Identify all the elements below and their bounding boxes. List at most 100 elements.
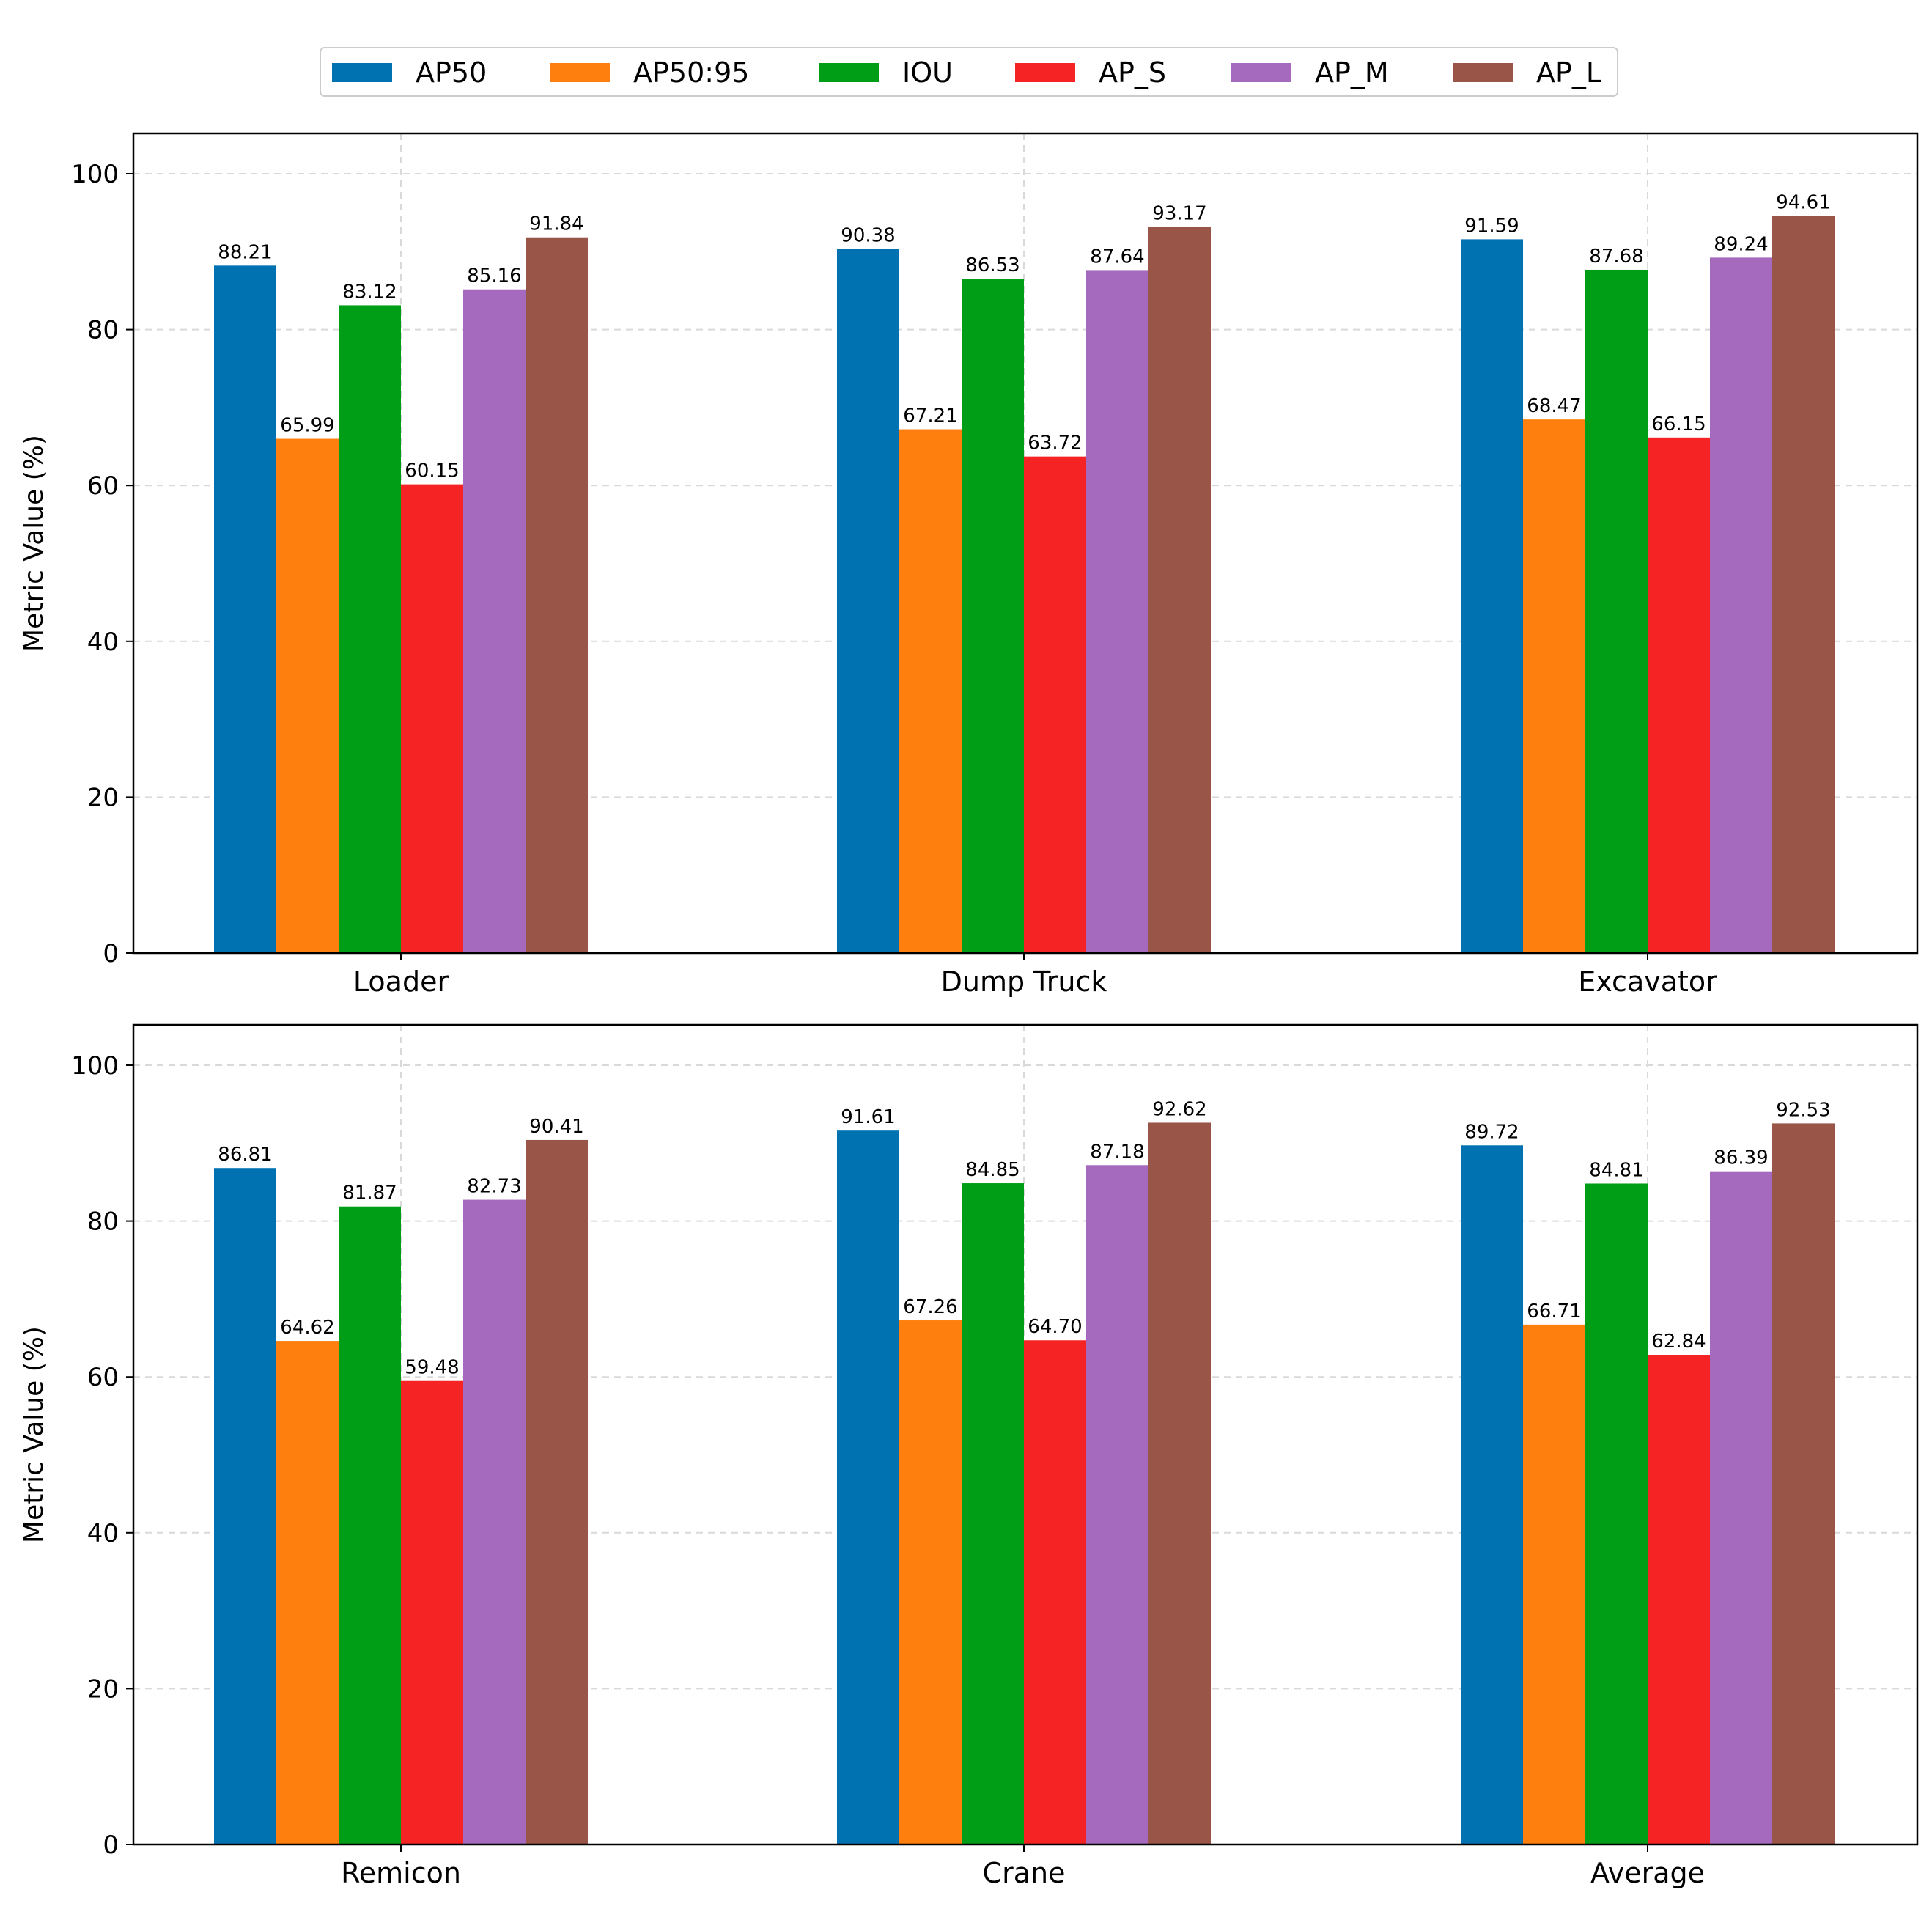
data-label: 66.71 bbox=[1527, 1301, 1581, 1323]
bar bbox=[962, 279, 1024, 953]
x-tick-label: Remicon bbox=[341, 1857, 461, 1889]
bar bbox=[1086, 1165, 1148, 1844]
data-label: 81.87 bbox=[342, 1182, 397, 1204]
x-tick-label: Crane bbox=[983, 1857, 1066, 1889]
bar bbox=[276, 1341, 339, 1844]
y-tick-label: 40 bbox=[87, 1519, 119, 1548]
legend-swatch bbox=[1231, 63, 1291, 82]
data-label: 89.72 bbox=[1464, 1121, 1519, 1143]
data-label: 84.81 bbox=[1589, 1159, 1643, 1181]
data-label: 62.84 bbox=[1651, 1331, 1706, 1353]
legend-label: AP_M bbox=[1315, 56, 1389, 89]
data-label: 89.24 bbox=[1714, 233, 1768, 255]
legend-swatch bbox=[819, 63, 879, 82]
legend-entry: AP_L bbox=[1453, 56, 1601, 89]
data-label: 85.16 bbox=[467, 265, 521, 287]
bar bbox=[276, 438, 339, 953]
plot-frame bbox=[132, 1023, 1919, 1846]
data-label: 65.99 bbox=[280, 415, 334, 437]
bar bbox=[339, 305, 401, 953]
legend-entry: AP_S bbox=[1015, 56, 1166, 89]
legend-label: IOU bbox=[902, 56, 953, 89]
data-label: 92.62 bbox=[1152, 1098, 1206, 1120]
legend-label: AP_S bbox=[1099, 56, 1166, 89]
bar bbox=[1523, 419, 1585, 953]
legend-label: AP_L bbox=[1536, 56, 1601, 89]
data-label: 83.12 bbox=[342, 281, 397, 303]
legend-swatch bbox=[332, 63, 392, 82]
y-tick-label: 60 bbox=[87, 1363, 119, 1392]
legend-label: AP50:95 bbox=[633, 56, 749, 89]
data-label: 64.70 bbox=[1028, 1316, 1082, 1338]
x-tick-label: Dump Truck bbox=[941, 965, 1107, 998]
y-tick-label: 100 bbox=[71, 1051, 119, 1081]
legend-swatch bbox=[1453, 63, 1513, 82]
bar bbox=[899, 1320, 962, 1844]
bar bbox=[1710, 257, 1772, 954]
data-label: 67.26 bbox=[903, 1296, 957, 1318]
bar bbox=[1772, 216, 1835, 954]
bar bbox=[214, 265, 276, 953]
y-tick-label: 40 bbox=[87, 628, 119, 657]
y-tick-label: 0 bbox=[103, 1831, 119, 1860]
legend: AP50 AP50:95 IOU AP_S AP_M AP_L bbox=[320, 47, 1618, 97]
data-label: 91.61 bbox=[841, 1106, 895, 1128]
y-tick-label: 0 bbox=[103, 939, 119, 968]
data-label: 92.53 bbox=[1776, 1099, 1830, 1121]
legend-entry: AP50 bbox=[332, 56, 487, 89]
data-label: 63.72 bbox=[1028, 433, 1082, 455]
bar bbox=[463, 289, 526, 953]
data-label: 91.84 bbox=[529, 213, 583, 235]
y-tick-label: 20 bbox=[87, 1674, 119, 1704]
bar bbox=[401, 484, 463, 953]
data-label: 87.64 bbox=[1090, 246, 1144, 268]
y-axis-label: Metric Value (%) bbox=[19, 1326, 49, 1543]
plot-frame bbox=[132, 132, 1919, 955]
data-label: 60.15 bbox=[405, 460, 459, 482]
x-tick-label: Excavator bbox=[1578, 965, 1717, 998]
data-label: 86.39 bbox=[1714, 1147, 1768, 1169]
x-tick-label: Loader bbox=[353, 965, 449, 998]
legend-entry: IOU bbox=[819, 56, 953, 89]
y-tick-label: 80 bbox=[87, 316, 119, 345]
y-tick-label: 80 bbox=[87, 1207, 119, 1237]
bar bbox=[899, 429, 962, 953]
bar bbox=[1648, 437, 1710, 953]
bar bbox=[1148, 1122, 1211, 1844]
bar bbox=[214, 1168, 276, 1844]
bar bbox=[401, 1380, 463, 1844]
data-label: 82.73 bbox=[467, 1176, 521, 1198]
data-label: 59.48 bbox=[405, 1357, 459, 1379]
bar bbox=[837, 249, 899, 953]
data-label: 84.85 bbox=[965, 1159, 1020, 1181]
bar bbox=[1710, 1171, 1772, 1844]
bar bbox=[526, 1139, 588, 1844]
legend-entry: AP_M bbox=[1231, 56, 1389, 89]
data-label: 87.18 bbox=[1090, 1141, 1144, 1163]
bar bbox=[962, 1183, 1024, 1844]
bar bbox=[1086, 270, 1148, 953]
data-label: 88.21 bbox=[218, 241, 272, 263]
bar bbox=[1648, 1355, 1710, 1844]
bar bbox=[1461, 1145, 1523, 1844]
bar bbox=[1148, 227, 1211, 953]
data-label: 86.53 bbox=[965, 254, 1020, 276]
bar bbox=[463, 1199, 526, 1844]
bar bbox=[1523, 1324, 1585, 1844]
legend-frame bbox=[320, 47, 1618, 97]
data-label: 93.17 bbox=[1152, 203, 1206, 225]
bar bbox=[1585, 269, 1648, 953]
bar bbox=[526, 237, 588, 953]
data-label: 66.15 bbox=[1651, 413, 1706, 435]
legend-swatch bbox=[550, 63, 610, 82]
bar bbox=[1585, 1183, 1648, 1844]
data-label: 94.61 bbox=[1776, 191, 1830, 213]
legend-entry: AP50:95 bbox=[550, 56, 749, 89]
legend-swatch bbox=[1015, 63, 1075, 82]
y-axis-label: Metric Value (%) bbox=[19, 435, 49, 652]
bar bbox=[1024, 456, 1086, 953]
data-label: 90.41 bbox=[529, 1116, 583, 1138]
chart-panel-bottom: 0 20 40 60 80 100 86.81 91.61 89.72 64.62 67.26 66.… bbox=[19, 1023, 1919, 1889]
data-label: 90.38 bbox=[841, 224, 895, 246]
